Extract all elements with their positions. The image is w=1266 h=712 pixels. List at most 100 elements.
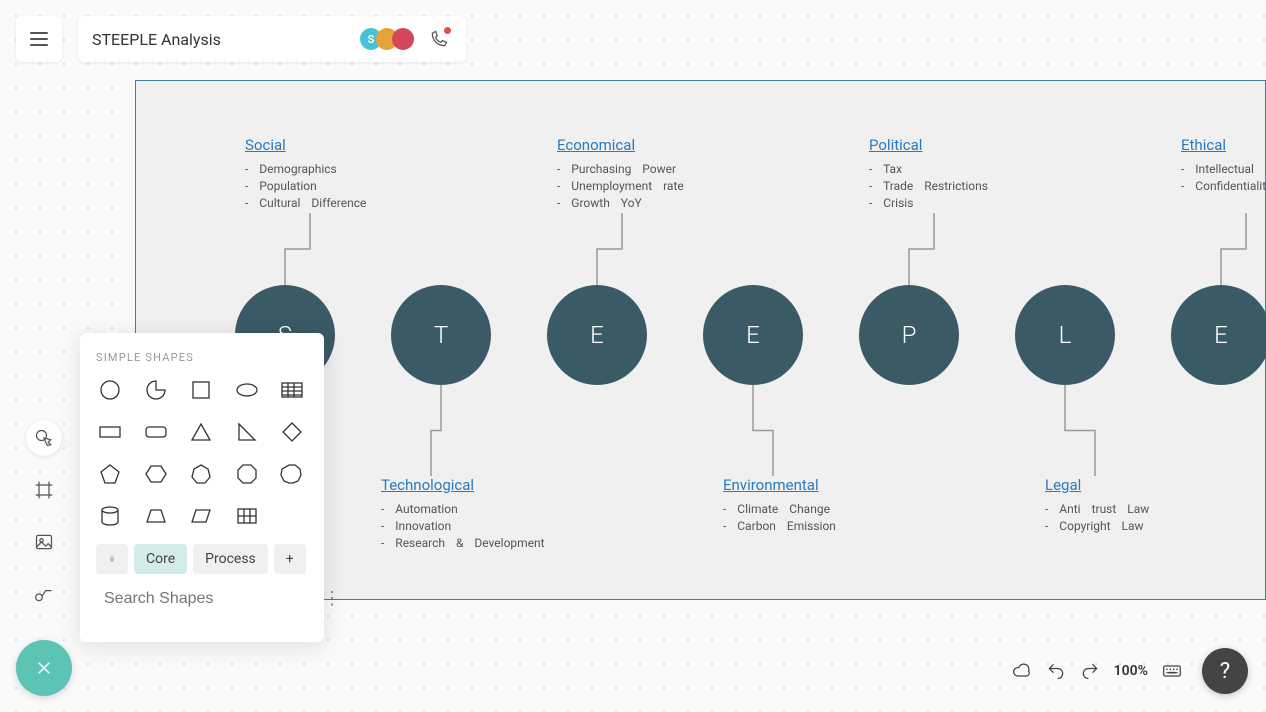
category-items: TaxTrade RestrictionsCrisis xyxy=(869,162,1089,210)
category-title[interactable]: Environmental xyxy=(723,476,943,494)
category-item: Purchasing Power xyxy=(557,162,777,176)
category-items: Climate Change Carbon Emission xyxy=(723,502,943,533)
category-item: Climate Change xyxy=(723,502,943,516)
steeple-node-t-1[interactable]: T xyxy=(391,285,491,385)
category-title[interactable]: Legal xyxy=(1045,476,1265,494)
category-item: Demographics xyxy=(245,162,465,176)
shape-arc[interactable] xyxy=(142,376,170,404)
connector-line xyxy=(1219,211,1248,287)
category-item: Copyright Law xyxy=(1045,519,1265,533)
shapes-panel-heading: SIMPLE SHAPES xyxy=(96,351,308,364)
shape-octagon[interactable] xyxy=(233,460,261,488)
image-icon xyxy=(34,532,54,552)
shape-table[interactable] xyxy=(278,376,306,404)
connector-line xyxy=(907,211,936,287)
redo-button[interactable] xyxy=(1080,661,1100,681)
steeple-node-e-2[interactable]: E xyxy=(547,285,647,385)
shape-pentagon[interactable] xyxy=(96,460,124,488)
category-title[interactable]: Social xyxy=(245,136,465,154)
help-button[interactable]: ? xyxy=(1202,648,1248,694)
shape-ellipse[interactable] xyxy=(233,376,261,404)
category-item: Tax xyxy=(869,162,1089,176)
category-item: Innovation xyxy=(381,519,601,533)
core-tab[interactable]: Core xyxy=(134,544,187,574)
undo-button[interactable] xyxy=(1046,661,1066,681)
call-button[interactable] xyxy=(426,26,452,52)
shape-square[interactable] xyxy=(187,376,215,404)
shape-diamond[interactable] xyxy=(278,418,306,446)
category-items: Purchasing PowerUnemployment rateGrowth … xyxy=(557,162,777,210)
shape-grid3[interactable] xyxy=(233,502,261,530)
steeple-node-l-5[interactable]: L xyxy=(1015,285,1115,385)
connector-tool-button[interactable] xyxy=(26,576,62,612)
category-item: Automation xyxy=(381,502,601,516)
category-technological: Technological Automation Innovation Researc… xyxy=(381,476,601,553)
process-tab[interactable]: Process xyxy=(193,544,268,574)
zoom-level[interactable]: 100% xyxy=(1114,663,1148,679)
shapes-search-input[interactable] xyxy=(104,590,311,608)
shapes-more-button[interactable]: ⋮ xyxy=(319,588,345,609)
category-economical: Economical Purchasing PowerUnemployment r… xyxy=(557,136,777,213)
pin-tab[interactable] xyxy=(96,544,128,574)
category-social: SocialDemographicsPopulationCultural Dif… xyxy=(245,136,465,213)
question-icon: ? xyxy=(1220,659,1230,684)
main-menu-button[interactable] xyxy=(16,16,62,62)
close-panel-fab[interactable] xyxy=(16,640,72,696)
shapes-panel: SIMPLE SHAPES Core Process + ⋮ xyxy=(80,333,324,642)
keyboard-button[interactable] xyxy=(1162,661,1182,681)
category-items: Anti trust LawCopyright Law xyxy=(1045,502,1265,533)
category-title[interactable]: Technological xyxy=(381,476,601,494)
category-item: Intellectual xyxy=(1181,162,1266,176)
category-title[interactable]: Economical xyxy=(557,136,777,154)
shape-heptagon[interactable] xyxy=(187,460,215,488)
cloud-sync-button[interactable] xyxy=(1012,661,1032,681)
left-toolbar xyxy=(26,420,62,612)
category-item: Population xyxy=(245,179,465,193)
keyboard-icon xyxy=(1162,661,1182,681)
category-item: Confidentiality xyxy=(1181,179,1266,193)
undo-icon xyxy=(1046,661,1066,681)
connector-line xyxy=(751,383,775,478)
steeple-node-e-6[interactable]: E xyxy=(1171,285,1266,385)
connector-line xyxy=(1063,383,1097,478)
steeple-node-e-3[interactable]: E xyxy=(703,285,803,385)
shape-parallelogram[interactable] xyxy=(187,502,215,530)
category-item: Research & Development xyxy=(381,536,601,550)
shapes-icon xyxy=(34,428,54,448)
category-items: Intellectual Confidentiality xyxy=(1181,162,1266,193)
shapes-panel-tabs: Core Process + xyxy=(96,544,308,574)
category-item: Growth YoY xyxy=(557,196,777,210)
category-environmental: Environmental Climate Change Carbon Emissi… xyxy=(723,476,943,536)
close-icon xyxy=(35,659,53,677)
shape-circle[interactable] xyxy=(96,376,124,404)
shape-hexagon[interactable] xyxy=(142,460,170,488)
shape-cylinder[interactable] xyxy=(96,502,124,530)
pin-icon xyxy=(108,551,116,567)
collaborator-avatar[interactable] xyxy=(392,28,414,50)
shape-rectangle[interactable] xyxy=(96,418,124,446)
frame-icon xyxy=(34,480,54,500)
shape-grid xyxy=(96,376,308,530)
connector-line xyxy=(283,211,312,287)
shape-triangle[interactable] xyxy=(187,418,215,446)
shapes-search: ⋮ xyxy=(96,588,308,609)
collaborator-avatars[interactable]: S xyxy=(360,28,414,50)
category-title[interactable]: Political xyxy=(869,136,1089,154)
category-item: Carbon Emission xyxy=(723,519,943,533)
document-title[interactable]: STEEPLE Analysis xyxy=(92,30,221,49)
category-legal: Legal Anti trust LawCopyright Law xyxy=(1045,476,1265,536)
image-tool-button[interactable] xyxy=(26,524,62,560)
shape-rounded-rect[interactable] xyxy=(142,418,170,446)
category-item: Crisis xyxy=(869,196,1089,210)
shape-right-triangle[interactable] xyxy=(233,418,261,446)
shape-decagon[interactable] xyxy=(278,460,306,488)
steeple-node-p-4[interactable]: P xyxy=(859,285,959,385)
category-items: DemographicsPopulationCultural Differenc… xyxy=(245,162,465,210)
category-ethical: Ethical Intellectual Confidentiality xyxy=(1181,136,1266,196)
add-tab[interactable]: + xyxy=(274,544,306,574)
shapes-tool-button[interactable] xyxy=(26,420,62,456)
category-title[interactable]: Ethical xyxy=(1181,136,1266,154)
category-items: Automation Innovation Research & Developme… xyxy=(381,502,601,550)
shape-trapezoid[interactable] xyxy=(142,502,170,530)
frame-tool-button[interactable] xyxy=(26,472,62,508)
